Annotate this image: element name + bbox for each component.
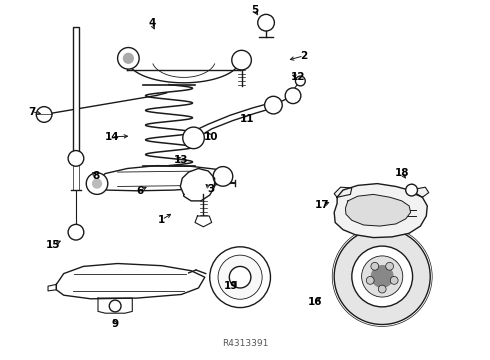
Circle shape bbox=[232, 50, 251, 70]
Text: 19: 19 bbox=[224, 281, 239, 291]
Circle shape bbox=[352, 246, 413, 307]
Text: 18: 18 bbox=[394, 168, 409, 178]
Circle shape bbox=[210, 247, 270, 307]
Text: 16: 16 bbox=[307, 297, 322, 307]
Circle shape bbox=[68, 150, 84, 166]
Circle shape bbox=[109, 300, 121, 312]
FancyBboxPatch shape bbox=[73, 27, 79, 164]
Circle shape bbox=[367, 276, 374, 284]
Text: 8: 8 bbox=[92, 171, 99, 181]
Circle shape bbox=[285, 88, 301, 104]
Circle shape bbox=[386, 262, 393, 270]
Circle shape bbox=[371, 262, 379, 270]
Polygon shape bbox=[48, 284, 56, 291]
Polygon shape bbox=[416, 187, 429, 197]
Polygon shape bbox=[191, 103, 275, 140]
Text: 5: 5 bbox=[251, 5, 258, 15]
Circle shape bbox=[229, 266, 251, 288]
Text: 3: 3 bbox=[207, 184, 214, 194]
Circle shape bbox=[36, 107, 52, 122]
Circle shape bbox=[334, 229, 430, 324]
Polygon shape bbox=[127, 59, 240, 83]
Text: 4: 4 bbox=[148, 18, 156, 28]
Circle shape bbox=[86, 173, 108, 194]
Circle shape bbox=[362, 256, 403, 297]
Polygon shape bbox=[334, 187, 352, 197]
Circle shape bbox=[118, 48, 139, 69]
Text: 14: 14 bbox=[104, 132, 119, 142]
Circle shape bbox=[295, 76, 305, 86]
Circle shape bbox=[213, 167, 233, 186]
Text: R4313391: R4313391 bbox=[222, 339, 268, 348]
Text: 1: 1 bbox=[158, 215, 165, 225]
Circle shape bbox=[93, 179, 101, 188]
Polygon shape bbox=[96, 166, 225, 191]
Polygon shape bbox=[180, 168, 215, 201]
Polygon shape bbox=[195, 216, 212, 227]
Text: 17: 17 bbox=[315, 200, 330, 210]
Polygon shape bbox=[345, 194, 411, 226]
Circle shape bbox=[371, 266, 393, 287]
Text: 7: 7 bbox=[28, 107, 36, 117]
Circle shape bbox=[390, 276, 398, 284]
Text: 2: 2 bbox=[300, 51, 307, 61]
Text: 15: 15 bbox=[46, 240, 60, 250]
Circle shape bbox=[218, 255, 262, 299]
Text: 13: 13 bbox=[174, 155, 189, 165]
Polygon shape bbox=[56, 264, 205, 299]
Circle shape bbox=[258, 14, 274, 31]
Circle shape bbox=[68, 224, 84, 240]
Circle shape bbox=[183, 127, 204, 149]
Text: 10: 10 bbox=[203, 132, 218, 142]
Polygon shape bbox=[98, 298, 132, 313]
Text: 6: 6 bbox=[136, 186, 143, 196]
Text: 9: 9 bbox=[112, 319, 119, 329]
Circle shape bbox=[378, 285, 386, 293]
Circle shape bbox=[123, 53, 133, 63]
Polygon shape bbox=[334, 184, 427, 238]
Circle shape bbox=[406, 184, 417, 196]
Text: 11: 11 bbox=[240, 114, 255, 124]
Circle shape bbox=[265, 96, 282, 114]
Text: 12: 12 bbox=[291, 72, 305, 82]
